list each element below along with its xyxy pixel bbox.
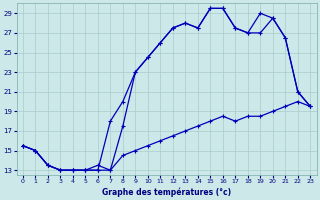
X-axis label: Graphe des températures (°c): Graphe des températures (°c) (102, 187, 231, 197)
